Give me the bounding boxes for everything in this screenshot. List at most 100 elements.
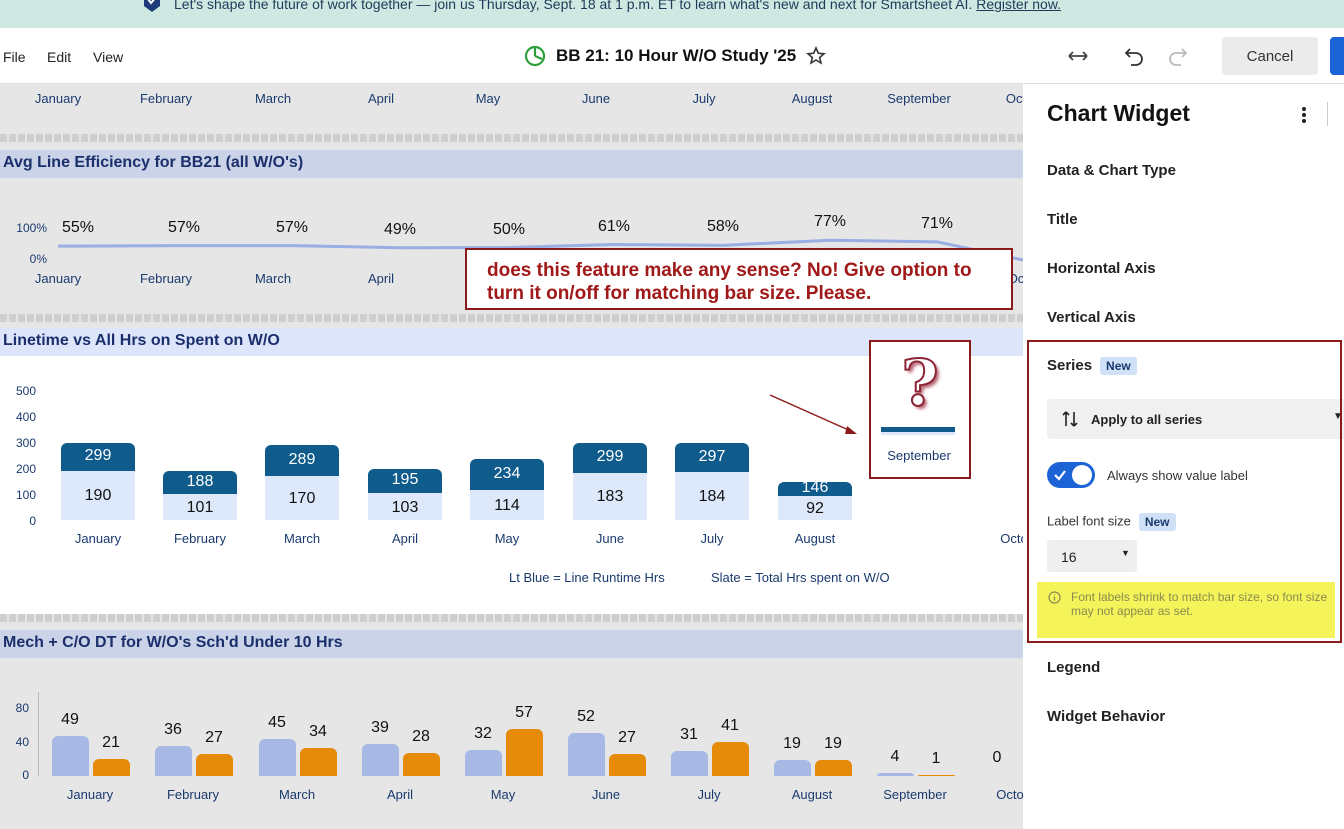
month-label: March (278, 787, 316, 802)
value-label: 39 (371, 719, 389, 737)
value-label: 234 (493, 464, 521, 482)
bar-group: 146 92 (778, 479, 852, 520)
star-icon[interactable] (806, 46, 827, 66)
bar-series-a (568, 733, 605, 776)
value-label: 146 (801, 479, 829, 497)
bar-group: 289 170 (265, 445, 339, 520)
bar-series-a (259, 739, 296, 776)
bar-total (675, 443, 749, 473)
bar-series-a (52, 735, 89, 776)
y-tick: 40 (15, 735, 29, 749)
bar-series-a (155, 746, 192, 776)
month-label: February (166, 787, 220, 802)
bar-series-b (918, 774, 955, 776)
cancel-button[interactable]: Cancel (1222, 37, 1318, 75)
value-label: 114 (494, 497, 520, 515)
month-label: May (490, 787, 516, 802)
bar-total (61, 442, 135, 471)
section-series[interactable]: Series New (1047, 357, 1137, 376)
bar-series-b (712, 742, 749, 776)
section-vertical-axis[interactable]: Vertical Axis (1047, 309, 1136, 326)
more-options-icon[interactable] (1301, 106, 1307, 124)
value-label: 31 (680, 725, 698, 743)
value-label: 36 (164, 721, 182, 739)
month-label: April (367, 91, 395, 106)
september-bar-lt (881, 432, 955, 435)
value-label: 32 (474, 724, 492, 742)
bar-series-a (774, 760, 811, 776)
value-label: 57% (275, 218, 309, 236)
y-tick: 0 (22, 768, 29, 782)
month-label: April (391, 531, 419, 546)
banner-text: Let's shape the future of work together … (174, 0, 1061, 12)
y-axis-line (38, 692, 39, 776)
section-legend[interactable]: Legend (1047, 659, 1101, 676)
widget-title-downtime: Mech + C/O DT for W/O's Sch'd Under 10 H… (0, 630, 1023, 658)
menu-edit[interactable]: Edit (47, 49, 72, 65)
legend-slate: Slate = Total Hrs spent on W/O (711, 570, 890, 585)
month-label: January (34, 271, 82, 286)
month-label: June (591, 787, 621, 802)
month-label: Octo (996, 787, 1023, 802)
undo-icon[interactable] (1122, 44, 1146, 68)
save-button[interactable] (1330, 37, 1344, 75)
value-label: 41 (721, 717, 739, 735)
section-divider (0, 314, 1023, 322)
warning-text: Font labels shrink to match bar size, so… (1071, 590, 1328, 618)
menu-file[interactable]: File (3, 49, 26, 65)
month-label: September (883, 787, 947, 802)
month-label: February (173, 531, 227, 546)
always-show-toggle[interactable] (1047, 462, 1095, 488)
section-title[interactable]: Title (1047, 211, 1078, 228)
value-label: 52 (577, 708, 595, 726)
value-label: 21 (102, 733, 120, 751)
announcement-banner: Let's shape the future of work together … (0, 0, 1344, 28)
month-label: August (791, 91, 833, 106)
sheet-title: BB 21: 10 Hour W/O Study '25 (556, 46, 797, 65)
annotation-callout: does this feature make any sense? No! Gi… (465, 248, 1013, 310)
chevron-down-icon: ▼ (1333, 411, 1343, 422)
register-link[interactable]: Register now. (976, 0, 1062, 12)
series-selector[interactable]: Apply to all series ▼ (1047, 399, 1344, 439)
bar-series-b (815, 760, 852, 776)
redo-icon[interactable] (1166, 44, 1190, 68)
value-label: 297 (698, 447, 726, 465)
month-label: April (367, 271, 395, 286)
section-widget-behavior[interactable]: Widget Behavior (1047, 708, 1166, 725)
bar-total (163, 471, 237, 494)
value-label: 183 (596, 488, 624, 506)
month-label: July (697, 787, 721, 802)
value-label: 170 (288, 489, 316, 507)
font-size-select[interactable]: 16 ▼ (1047, 540, 1137, 572)
month-label: June (595, 531, 625, 546)
month-label: March (254, 91, 292, 106)
value-label: 101 (186, 498, 214, 516)
dashboard-canvas: January February March April May June July Augu… (0, 84, 1023, 829)
value-label: 0 (992, 749, 1002, 766)
header-divider (1327, 102, 1328, 126)
check-icon (1054, 470, 1066, 481)
efficiency-line-chart (58, 238, 1023, 262)
value-label: 49 (61, 710, 79, 728)
value-label: 71% (920, 214, 954, 232)
value-label: 49% (383, 220, 417, 238)
series-selector-label: Apply to all series (1091, 412, 1203, 427)
value-label: 103 (391, 498, 419, 516)
section-horizontal-axis[interactable]: Horizontal Axis (1047, 260, 1156, 277)
value-label: 4 (890, 747, 900, 765)
month-label: February (139, 271, 193, 286)
month-label: July (692, 91, 716, 106)
bar-runtime (163, 493, 237, 520)
expand-width-icon[interactable] (1066, 44, 1090, 68)
value-label: 1 (931, 749, 941, 767)
value-label: 57% (167, 218, 201, 236)
font-size-value: 16 (1061, 549, 1077, 565)
month-label: July (700, 531, 724, 546)
month-label: February (139, 91, 193, 106)
y-tick: 300 (15, 436, 36, 450)
menu-view[interactable]: View (93, 49, 124, 65)
bar-runtime (368, 493, 442, 520)
bar-series-b (403, 753, 440, 776)
month-label: May (494, 531, 520, 546)
section-data-chart-type[interactable]: Data & Chart Type (1047, 162, 1176, 179)
